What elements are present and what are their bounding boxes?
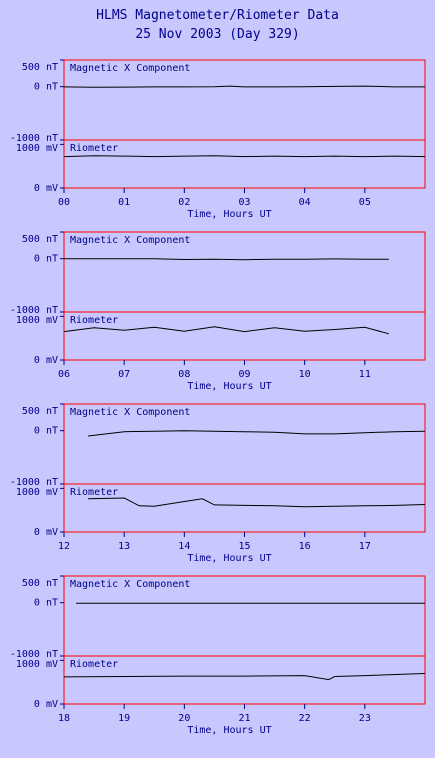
rio-y-tick-label: 1000 mV (16, 143, 58, 154)
x-tick-label: 22 (299, 713, 311, 724)
x-tick-label: 09 (238, 369, 250, 380)
mag-trace (88, 430, 426, 437)
mag-y-tick-label: -1000 nT (10, 477, 58, 488)
x-tick-label: 08 (178, 369, 190, 380)
mag-y-tick-label: 0 nT (34, 598, 58, 609)
x-tick-label: 01 (118, 197, 130, 208)
x-tick-label: 21 (238, 713, 250, 724)
x-tick-label: 06 (58, 369, 70, 380)
mag-y-tick-label: -1000 nT (10, 305, 58, 316)
x-axis-label: Time, Hours UT (187, 553, 271, 564)
mag-panel-label: Magnetic X Component (70, 579, 190, 590)
mag-panel-label: Magnetic X Component (70, 407, 190, 418)
x-tick-label: 20 (178, 713, 190, 724)
x-tick-label: 03 (238, 197, 250, 208)
x-axis-label: Time, Hours UT (187, 381, 271, 392)
rio-trace (63, 155, 426, 158)
x-tick-label: 04 (299, 197, 311, 208)
x-tick-label: 07 (118, 369, 130, 380)
mag-y-tick-label: 0 nT (34, 254, 58, 265)
mag-y-tick-label: 500 nT (22, 234, 58, 245)
rio-trace (63, 326, 390, 335)
mag-y-tick-label: -1000 nT (10, 133, 58, 144)
rio-panel-label: Riometer (70, 659, 118, 670)
x-tick-label: 10 (299, 369, 311, 380)
mag-panel-label: Magnetic X Component (70, 235, 190, 246)
x-tick-label: 23 (359, 713, 371, 724)
x-tick-label: 17 (359, 541, 371, 552)
mag-trace (63, 85, 425, 88)
mag-y-tick-label: 500 nT (22, 578, 58, 589)
rio-panel-label: Riometer (70, 315, 118, 326)
rio-panel-label: Riometer (70, 487, 118, 498)
x-tick-label: 05 (359, 197, 371, 208)
chart-subtitle: 25 Nov 2003 (Day 329) (135, 27, 300, 42)
x-tick-label: 02 (178, 197, 190, 208)
x-axis-label: Time, Hours UT (187, 209, 271, 220)
mag-y-tick-label: 0 nT (34, 82, 58, 93)
x-tick-label: 15 (238, 541, 250, 552)
rio-y-tick-label: 1000 mV (16, 487, 58, 498)
rio-y-tick-label: 1000 mV (16, 315, 58, 326)
x-tick-label: 19 (118, 713, 130, 724)
x-axis-label: Time, Hours UT (187, 725, 271, 736)
mag-y-tick-label: 500 nT (22, 62, 58, 73)
rio-y-tick-label: 0 mV (34, 355, 58, 366)
rio-trace (88, 497, 426, 508)
mag-y-tick-label: 0 nT (34, 426, 58, 437)
rio-y-tick-label: 0 mV (34, 183, 58, 194)
x-tick-label: 13 (118, 541, 130, 552)
mag-y-tick-label: 500 nT (22, 406, 58, 417)
rio-panel-label: Riometer (70, 143, 118, 154)
rio-y-tick-label: 1000 mV (16, 659, 58, 670)
rio-y-tick-label: 0 mV (34, 527, 58, 538)
mag-trace (64, 258, 389, 261)
x-tick-label: 18 (58, 713, 70, 724)
x-tick-label: 12 (58, 541, 70, 552)
x-tick-label: 16 (299, 541, 311, 552)
rio-trace (63, 673, 426, 681)
x-tick-label: 00 (58, 197, 70, 208)
x-tick-label: 14 (178, 541, 190, 552)
x-tick-label: 11 (359, 369, 371, 380)
chart-title: HLMS Magnetometer/Riometer Data (96, 8, 339, 23)
mag-y-tick-label: -1000 nT (10, 649, 58, 660)
mag-panel-label: Magnetic X Component (70, 63, 190, 74)
rio-y-tick-label: 0 mV (34, 699, 58, 710)
